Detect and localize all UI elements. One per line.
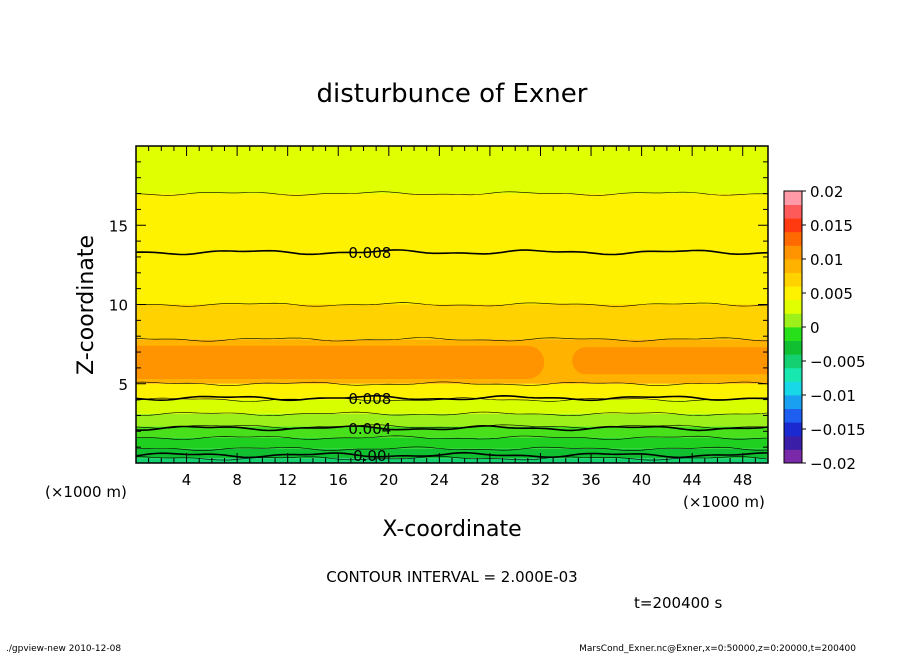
contour-lines (135, 191, 769, 461)
colorbar-label: −0.02 (810, 455, 856, 473)
colorbar-swatch-12 (784, 286, 802, 301)
x-axis-label: X-coordinate (382, 517, 521, 542)
thin-contour-1 (135, 456, 769, 461)
colorbar-swatch-8 (784, 340, 802, 355)
x-unit-right: (×1000 m) (683, 493, 765, 511)
colorbar-swatches (784, 191, 802, 464)
y-axis-ticks: 5 10 15 (109, 145, 768, 464)
x-tick-label: 32 (531, 471, 550, 489)
contour-line-1 (135, 394, 768, 402)
colorbar-swatch-16 (784, 231, 802, 246)
x-tick-label: 24 (430, 471, 449, 489)
y-axis-label: Z-coordinate (74, 235, 99, 375)
contour-label-0: 0.008 (348, 244, 391, 262)
thin-contour-9 (135, 302, 769, 307)
colorbar-swatch-14 (784, 259, 802, 273)
colorbar-swatch-5 (784, 381, 802, 396)
colorbar-swatch-17 (784, 218, 802, 233)
x-tick-label: 16 (329, 471, 348, 489)
colorbar-label: 0.01 (810, 251, 843, 269)
band-3 (136, 426, 768, 438)
contour-interval: CONTOUR INTERVAL = 2.000E-03 (326, 568, 577, 586)
colorbar-swatch-11 (784, 299, 802, 314)
colorbar-swatch-10 (784, 313, 802, 328)
colorbar-swatch-6 (784, 367, 802, 382)
x-tick-label: 36 (581, 471, 600, 489)
contour-line-0 (135, 249, 769, 256)
x-tick-label: 28 (480, 471, 499, 489)
band-4 (136, 413, 768, 427)
colorbar-swatch-4 (784, 395, 802, 409)
colorbar: 0.02 0.015 0.01 0.005 0 −0.005 −0.01 −0.015 −0.0… (783, 183, 866, 473)
y-tick-label: 15 (109, 217, 128, 235)
thin-contour-7 (135, 381, 769, 386)
band-5 (136, 399, 768, 414)
thin-contour-6 (135, 397, 768, 402)
core-region-1 (572, 347, 768, 375)
footer-right: MarsCond_Exner.nc@Exner,x=0:50000,z=0:20… (579, 644, 856, 654)
colorbar-swatch-2 (784, 422, 802, 437)
footer-left: ./gpview-new 2010-12-08 (6, 644, 121, 654)
x-tick-label: 44 (683, 471, 702, 489)
core-regions (136, 345, 768, 379)
x-tick-label: 8 (232, 471, 242, 489)
contour-label-1: 0.008 (348, 390, 391, 408)
band-10 (136, 146, 768, 194)
band-9 (136, 193, 768, 305)
colorbar-swatch-9 (784, 327, 802, 341)
x-tick-label: 48 (733, 471, 752, 489)
x-tick-label: 4 (182, 471, 192, 489)
colorbar-labels: 0.02 0.015 0.01 0.005 0 −0.005 −0.01 −0.015 −0.0… (802, 183, 866, 473)
contour-labels: 0.008 0.008 0.004 0.00 (348, 244, 391, 465)
contour-line-2 (135, 424, 769, 432)
thin-contour-8 (135, 337, 768, 342)
colorbar-swatch-0 (784, 449, 802, 464)
x-tick-label: 20 (379, 471, 398, 489)
colorbar-swatch-13 (784, 272, 802, 287)
thin-contour-5 (135, 411, 769, 417)
colorbar-label: −0.01 (810, 387, 856, 405)
colorbar-swatch-18 (784, 204, 802, 219)
y-tick-label: 10 (109, 297, 128, 315)
thin-contour-3 (136, 435, 769, 440)
thin-contour-10 (135, 191, 769, 196)
contour-label-3: 0.00 (353, 447, 386, 465)
colorbar-swatch-7 (784, 354, 802, 369)
colorbar-swatch-1 (784, 435, 802, 450)
x-axis-ticks: 4 8 12 16 20 24 28 32 36 40 44 48 (135, 146, 769, 489)
chart-title: disturbunce of Exner (317, 79, 588, 109)
colorbar-label: −0.005 (810, 353, 866, 371)
band-2 (136, 437, 768, 449)
colorbar-swatch-19 (784, 191, 802, 205)
colorbar-swatch-15 (784, 245, 802, 260)
colorbar-label: 0.005 (810, 285, 853, 303)
thin-contour-4 (135, 424, 769, 429)
color-bands (136, 146, 768, 463)
colorbar-swatch-3 (784, 408, 802, 423)
thin-contour-2 (135, 446, 769, 451)
core-region-0 (136, 345, 545, 379)
time-label: t=200400 s (634, 594, 722, 612)
y-tick-label: 5 (118, 376, 128, 394)
contour-line-3 (135, 451, 768, 459)
colorbar-label: 0.02 (810, 183, 843, 201)
colorbar-label: −0.015 (810, 421, 866, 439)
x-tick-label: 40 (632, 471, 651, 489)
colorbar-label: 0 (810, 319, 820, 337)
x-tick-label: 12 (278, 471, 297, 489)
colorbar-label: 0.015 (810, 217, 853, 235)
band-6 (136, 383, 768, 400)
band-8 (136, 304, 768, 340)
contour-label-2: 0.004 (348, 420, 391, 438)
x-unit-left: (×1000 m) (45, 483, 127, 501)
